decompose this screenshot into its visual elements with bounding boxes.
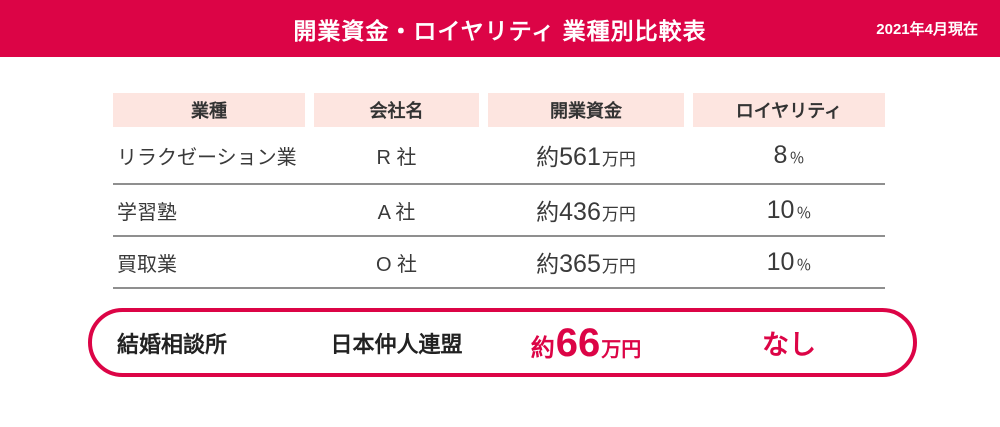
- comparison-table: 業種 会社名 開業資金 ロイヤリティ リラクゼーション業 R 社 約 561 万円 …: [113, 93, 885, 289]
- royalty-value: 10: [766, 247, 795, 276]
- capital-unit: 万円: [601, 338, 642, 361]
- capital-prefix: 約: [530, 334, 555, 362]
- capital-unit: 万円: [601, 205, 636, 224]
- royalty-cell: 8 ％: [693, 141, 885, 170]
- capital-cell: 約 561 万円: [488, 138, 684, 172]
- header-industry: 業種: [113, 93, 305, 127]
- capital-cell: 約 436 万円: [488, 193, 684, 227]
- industry-cell: リラクゼーション業: [117, 146, 297, 169]
- company-cell: 日本仲人連盟: [330, 331, 463, 357]
- capital-prefix: 約: [536, 199, 560, 225]
- company-cell: A 社: [377, 201, 416, 224]
- royalty-unit: ％: [789, 149, 805, 167]
- capital-prefix: 約: [536, 144, 560, 170]
- royalty-cell: なし: [762, 330, 816, 360]
- industry-cell: 買取業: [117, 253, 177, 276]
- capital-unit: 万円: [601, 257, 636, 276]
- royalty-unit: ％: [796, 204, 812, 222]
- capital-value: 436: [559, 198, 601, 226]
- industry-cell: 学習塾: [117, 201, 177, 224]
- table-header-row: 業種 会社名 開業資金 ロイヤリティ: [113, 93, 885, 127]
- capital-value: 365: [559, 250, 601, 278]
- royalty-cell: 10 ％: [693, 196, 885, 225]
- capital-cell: 約 66 万円: [488, 323, 684, 363]
- date-note: 2021年4月現在: [876, 21, 978, 38]
- title-banner: 開業資金・ロイヤリティ 業種別比較表 2021年4月現在: [0, 0, 1000, 57]
- header-company: 会社名: [314, 93, 479, 127]
- royalty-unit: ％: [796, 256, 812, 274]
- table-row: リラクゼーション業 R 社 約 561 万円 8 ％: [113, 127, 885, 185]
- royalty-value: 8: [773, 140, 788, 169]
- highlighted-row-grid: 結婚相談所 日本仲人連盟 約 66 万円 なし: [92, 323, 913, 363]
- royalty-cell: 10 ％: [693, 248, 885, 277]
- header-royalty: ロイヤリティ: [693, 93, 885, 127]
- capital-prefix: 約: [536, 251, 560, 277]
- capital-cell: 約 365 万円: [488, 245, 684, 279]
- capital-value: 66: [555, 320, 601, 365]
- capital-value: 561: [559, 143, 601, 171]
- table-row: 買取業 O 社 約 365 万円 10 ％: [113, 237, 885, 289]
- company-cell: O 社: [375, 253, 418, 276]
- royalty-value: 10: [766, 195, 795, 224]
- page-title: 開業資金・ロイヤリティ 業種別比較表: [293, 17, 707, 44]
- industry-cell: 結婚相談所: [117, 331, 228, 357]
- company-cell: R 社: [376, 146, 417, 169]
- header-capital: 開業資金: [488, 93, 684, 127]
- capital-unit: 万円: [601, 150, 636, 169]
- highlighted-row: 結婚相談所 日本仲人連盟 約 66 万円 なし: [88, 308, 917, 377]
- table-row: 学習塾 A 社 約 436 万円 10 ％: [113, 185, 885, 237]
